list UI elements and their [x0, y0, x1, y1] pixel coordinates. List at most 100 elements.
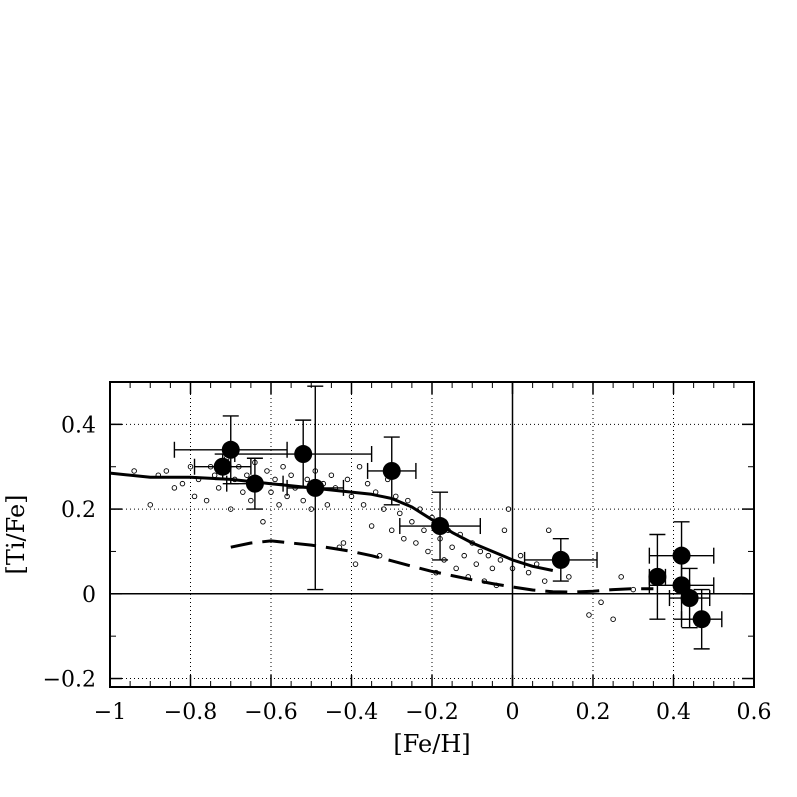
y-tick-label: 0.4	[61, 413, 96, 438]
field-star-point	[541, 578, 548, 584]
field-star-point	[147, 502, 153, 508]
x-tick-label: −0.2	[405, 700, 458, 725]
field-star-point	[348, 493, 355, 500]
field-star-point	[525, 569, 532, 576]
measured-point	[294, 445, 313, 464]
measured-point	[382, 461, 401, 480]
field-star-point	[485, 552, 492, 559]
field-star-point	[364, 480, 371, 487]
x-tick-label: 0.4	[656, 700, 691, 725]
field-star-point	[344, 476, 351, 483]
field-star-point	[240, 489, 246, 495]
field-star-point	[328, 472, 335, 478]
field-star-point	[380, 506, 387, 512]
x-tick-label: 0.6	[737, 700, 772, 725]
grid-lines	[110, 382, 754, 687]
field-star-point	[268, 489, 274, 495]
field-star-point	[308, 506, 315, 512]
field-star-point	[449, 544, 455, 550]
y-tick-labels: −0.2 0 0.2 0.4	[43, 413, 96, 692]
field-star-point	[280, 463, 286, 470]
y-axis-label: [Ti/Fe]	[2, 494, 30, 574]
measured-point	[680, 589, 699, 608]
x-tick-label: 0	[506, 700, 520, 725]
dashed-model-curve	[230, 539, 654, 594]
axis-ticks	[109, 381, 755, 687]
field-star-point	[397, 510, 403, 517]
measured-point	[221, 440, 240, 459]
field-star-point	[356, 463, 363, 470]
y-tick-label: 0	[82, 583, 96, 608]
field-star-point	[586, 612, 592, 618]
field-star-point	[425, 548, 431, 555]
field-star-point	[618, 574, 624, 580]
error-bars	[173, 385, 723, 650]
reference-lines	[110, 382, 754, 687]
field-star-point	[630, 586, 637, 593]
field-star-point	[288, 472, 294, 478]
x-tick-label: −0.6	[244, 700, 297, 725]
field-star-point	[501, 527, 508, 534]
field-star-point	[421, 527, 427, 534]
x-tick-label: −0.4	[325, 700, 378, 725]
field-star-point	[461, 552, 467, 559]
field-star-point	[352, 561, 359, 567]
x-axis-label: [Fe/H]	[393, 730, 470, 758]
field-star-point	[215, 485, 222, 491]
field-star-point	[179, 480, 186, 487]
field-star-point	[203, 497, 210, 504]
field-star-point	[610, 616, 616, 622]
field-star-point	[163, 468, 170, 474]
field-star-point	[405, 497, 411, 504]
measured-point	[551, 550, 570, 569]
model-curves	[109, 471, 654, 594]
measured-point	[245, 474, 264, 493]
field-star-point	[304, 476, 310, 483]
measured-point	[213, 457, 232, 476]
field-star-point	[598, 599, 604, 606]
field-star-point	[211, 472, 218, 478]
measured-point	[648, 567, 667, 586]
field-star-point	[413, 540, 419, 546]
measured-point	[672, 546, 691, 565]
field-star-point	[187, 463, 194, 470]
field-star-point	[191, 493, 198, 500]
field-star-point	[131, 468, 137, 474]
x-tick-label: −1	[94, 700, 126, 725]
field-star-point	[477, 548, 484, 555]
field-star-point	[497, 557, 504, 563]
measured-point	[306, 478, 325, 497]
measured-point	[431, 517, 450, 536]
field-star-point	[517, 552, 524, 559]
field-star-point	[505, 506, 512, 512]
y-tick-label: 0.2	[61, 498, 96, 523]
field-star-point	[300, 497, 306, 504]
field-star-point	[389, 527, 395, 534]
field-star-point	[473, 561, 480, 567]
y-tick-label: −0.2	[43, 668, 96, 693]
x-tick-label: −0.8	[164, 700, 217, 725]
field-star-point	[360, 502, 367, 508]
field-star-point	[453, 565, 459, 572]
field-star-point	[272, 476, 278, 483]
field-star-point	[368, 523, 375, 529]
field-star-point	[244, 472, 250, 478]
field-star-point	[566, 574, 572, 580]
field-star-point	[248, 497, 254, 504]
field-star-point	[509, 565, 516, 572]
field-star-point	[545, 527, 552, 534]
measured-point	[692, 610, 711, 629]
field-star-point	[489, 565, 496, 572]
field-star-point	[409, 519, 415, 525]
field-star-point	[276, 502, 282, 508]
field-star-point	[324, 502, 331, 508]
field-star-point	[171, 485, 178, 491]
field-star-point	[260, 519, 266, 525]
field-star-point	[227, 506, 234, 512]
field-star-point	[264, 468, 270, 474]
field-star-point	[401, 535, 407, 542]
x-tick-labels: −1 −0.8 −0.6 −0.4 −0.2 0 0.2 0.4 0.6	[94, 700, 772, 725]
measured-points	[213, 440, 711, 629]
x-tick-label: 0.2	[576, 700, 611, 725]
